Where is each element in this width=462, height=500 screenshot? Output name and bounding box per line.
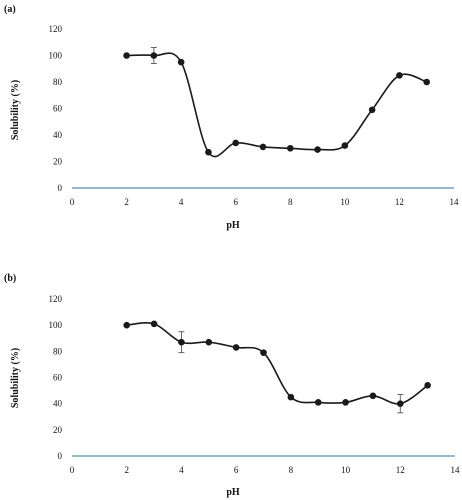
data-point: [123, 321, 131, 329]
x-axis-title: pH: [226, 487, 240, 498]
x-tick-label: 2: [124, 197, 129, 207]
data-point: [123, 52, 130, 59]
data-point: [368, 106, 376, 114]
y-tick-label: 120: [49, 24, 63, 34]
data-point: [369, 392, 377, 400]
y-tick-label: 100: [49, 51, 63, 61]
x-tick-label: 6: [233, 197, 238, 207]
data-point: [205, 338, 213, 346]
data-point: [396, 72, 403, 79]
y-tick-label: 120: [49, 294, 63, 304]
series-line: [126, 52, 427, 158]
x-tick-label: 0: [70, 465, 75, 475]
data-point: [396, 400, 404, 407]
x-tick-label: 10: [341, 465, 351, 475]
y-tick-label: 100: [49, 320, 63, 330]
data-point: [314, 399, 322, 406]
y-tick-label: 60: [53, 373, 63, 383]
y-tick-label: 60: [53, 104, 63, 114]
x-tick-label: 14: [450, 197, 460, 207]
x-tick-label: 4: [179, 197, 184, 207]
chart-panel-b: (b) Solubility (%) pH 0 20 40 60 80 100 120 0 2 4…: [4, 273, 460, 498]
data-point: [205, 148, 212, 156]
x-tick-label: 12: [396, 465, 405, 475]
data-point: [259, 143, 267, 151]
data-point: [341, 142, 349, 149]
panel-label: (a): [4, 4, 16, 15]
y-tick-label: 40: [53, 399, 63, 409]
series-line: [126, 322, 429, 405]
y-tick-label: 0: [58, 451, 63, 461]
data-point: [287, 393, 295, 401]
y-tick-label: 80: [53, 346, 63, 356]
data-point: [232, 344, 240, 351]
y-axis-title: Solubility (%): [10, 80, 21, 140]
data-point: [314, 146, 321, 153]
x-tick-label: 8: [288, 197, 293, 207]
y-tick-label: 0: [58, 183, 63, 193]
x-tick-label: 6: [234, 465, 239, 475]
panel-label: (b): [4, 273, 16, 284]
x-tick-label: 10: [340, 197, 350, 207]
y-axis-title: Solubility (%): [10, 348, 21, 408]
data-point: [286, 144, 294, 152]
y-tick-label: 80: [53, 77, 63, 87]
y-tick-label: 40: [53, 130, 63, 140]
x-tick-label: 0: [70, 197, 75, 207]
x-tick-label: 2: [124, 465, 129, 475]
data-point: [342, 399, 349, 406]
x-tick-label: 8: [289, 465, 294, 475]
data-point: [150, 52, 158, 59]
x-tick-label: 12: [395, 197, 404, 207]
data-point: [177, 58, 185, 66]
x-axis-title: pH: [226, 220, 240, 231]
chart-panel-a: (a) Solubility (%) pH 0 20 40 60 80 100 120 0 2 4…: [4, 4, 459, 231]
data-point: [424, 382, 431, 389]
data-point: [150, 320, 158, 328]
data-point: [232, 139, 240, 147]
data-point: [260, 349, 267, 356]
y-tick-label: 20: [53, 157, 63, 167]
y-tick-label: 20: [53, 425, 63, 435]
x-tick-label: 14: [451, 465, 461, 475]
data-point: [178, 338, 185, 346]
x-tick-label: 4: [179, 465, 184, 475]
data-point: [423, 78, 431, 86]
